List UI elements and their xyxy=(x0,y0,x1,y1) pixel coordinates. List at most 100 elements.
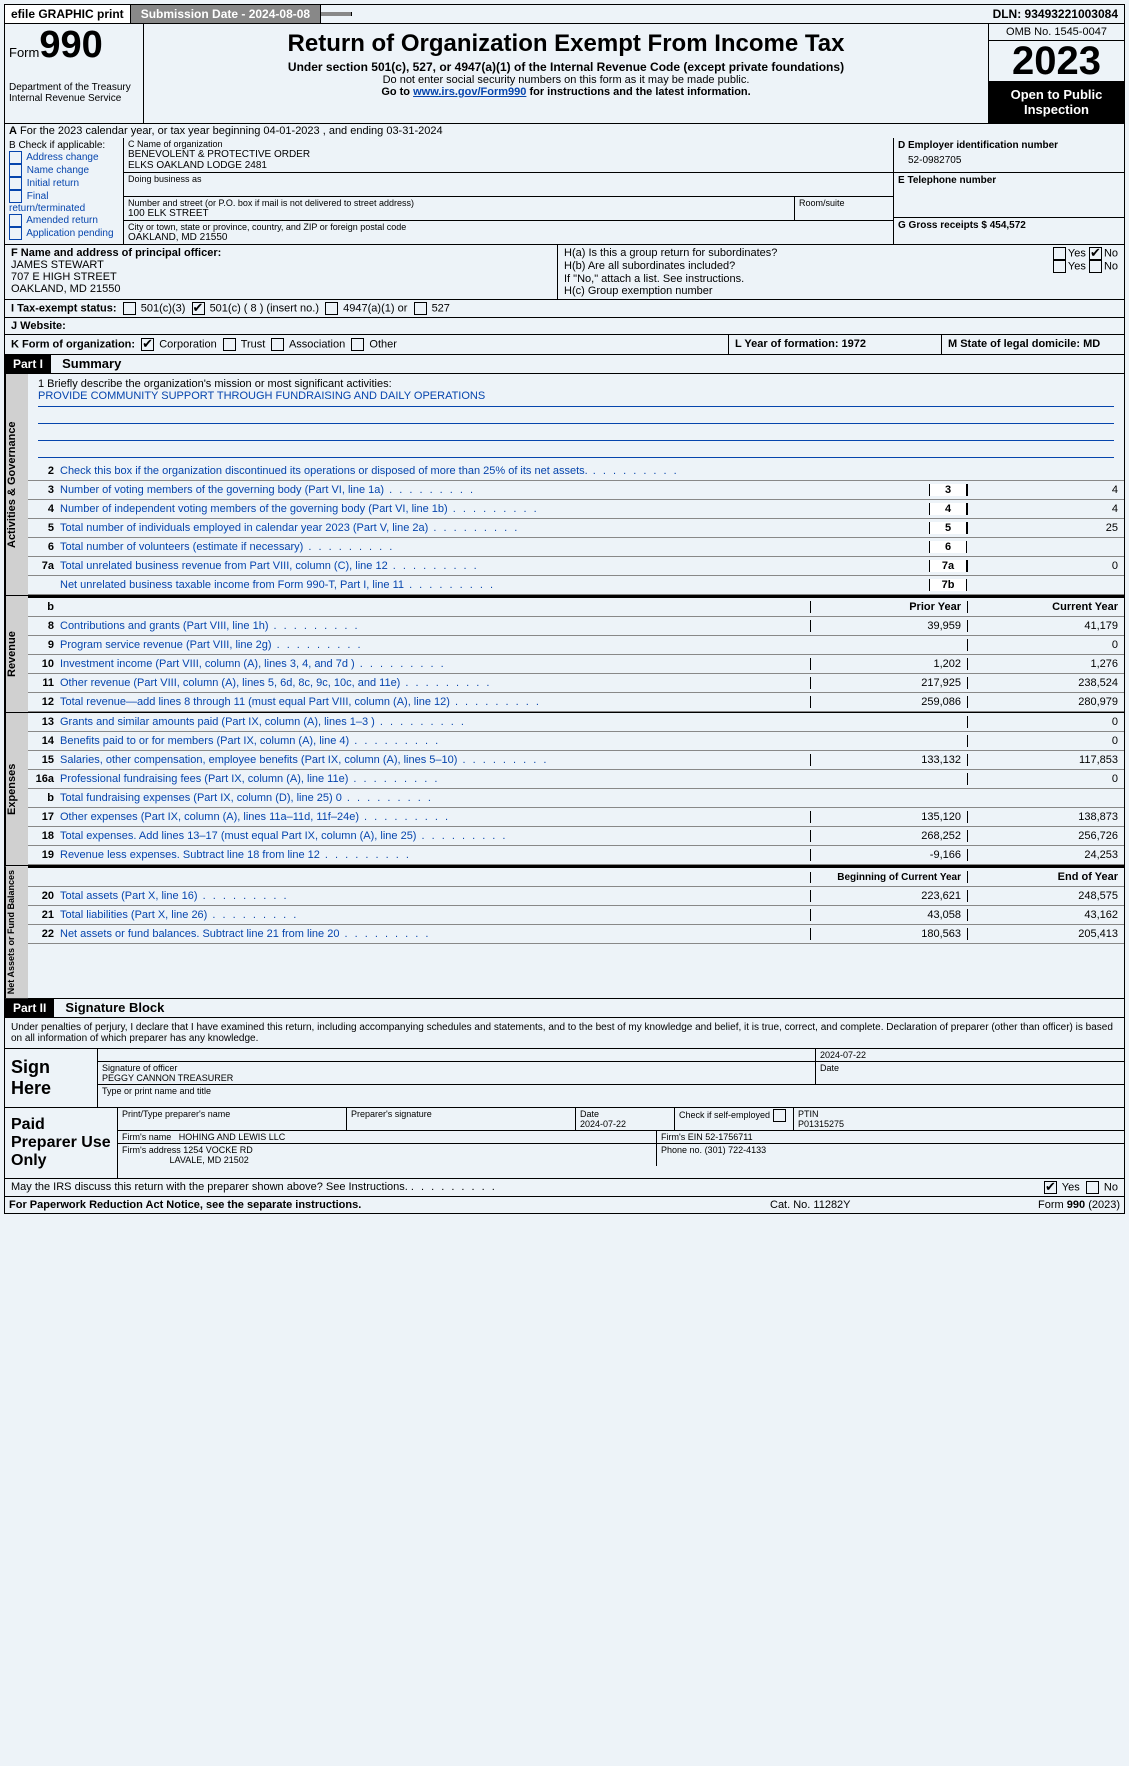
data-line: 18Total expenses. Add lines 13–17 (must … xyxy=(28,827,1124,846)
may-irs-text: May the IRS discuss this return with the… xyxy=(11,1181,408,1193)
cb-corp[interactable] xyxy=(141,338,154,351)
cb-amended[interactable] xyxy=(9,214,22,227)
form-990-page: efile GRAPHIC print Submission Date - 20… xyxy=(4,4,1125,1214)
prep-sig-hdr: Preparer's signature xyxy=(347,1108,576,1130)
hb-no[interactable] xyxy=(1089,260,1102,273)
dept-treasury: Department of the Treasury xyxy=(9,82,139,93)
cb-501c3[interactable] xyxy=(123,302,136,315)
vtab-governance: Activities & Governance xyxy=(5,374,28,595)
prep-name-hdr: Print/Type preparer's name xyxy=(118,1108,347,1130)
data-line: 13Grants and similar amounts paid (Part … xyxy=(28,713,1124,732)
officer-city: OAKLAND, MD 21550 xyxy=(11,283,551,295)
firm-addr2: LAVALE, MD 21502 xyxy=(170,1155,249,1165)
section-governance: Activities & Governance 1 Briefly descri… xyxy=(4,374,1125,596)
firm-name: HOHING AND LEWIS LLC xyxy=(179,1132,286,1142)
may-irs-row: May the IRS discuss this return with the… xyxy=(4,1179,1125,1197)
cb-address-change[interactable] xyxy=(9,151,22,164)
ha-yes[interactable] xyxy=(1053,247,1066,260)
cb-501c[interactable] xyxy=(192,302,205,315)
year-block: OMB No. 1545-0047 2023 Open to Public In… xyxy=(988,24,1124,123)
pra-notice: For Paperwork Reduction Act Notice, see … xyxy=(9,1199,770,1211)
cb-name-change[interactable] xyxy=(9,164,22,177)
cb-self-employed[interactable] xyxy=(773,1109,786,1122)
city-lbl: City or town, state or province, country… xyxy=(128,222,889,232)
lbl-app-pending: Application pending xyxy=(26,228,113,239)
paid-preparer-label: Paid Preparer Use Only xyxy=(5,1108,118,1178)
mission-q: 1 Briefly describe the organization's mi… xyxy=(38,378,1114,390)
lbl-initial-return: Initial return xyxy=(27,178,79,189)
cb-4947[interactable] xyxy=(325,302,338,315)
form-number: 990 xyxy=(39,24,102,66)
sign-here-label: Sign Here xyxy=(5,1049,98,1107)
data-line: 8Contributions and grants (Part VIII, li… xyxy=(28,617,1124,636)
irs-link[interactable]: www.irs.gov/Form990 xyxy=(413,86,526,98)
c-name-lbl: C Name of organization xyxy=(128,139,889,149)
hb-yes[interactable] xyxy=(1053,260,1066,273)
vtab-expenses: Expenses xyxy=(5,713,28,865)
street-val: 100 ELK STREET xyxy=(128,208,790,219)
hb-lbl: H(b) Are all subordinates included? xyxy=(564,260,1053,273)
topbar: efile GRAPHIC print Submission Date - 20… xyxy=(4,4,1125,24)
rev-header: b Prior Year Current Year xyxy=(28,596,1124,617)
section-net-assets: Net Assets or Fund Balances Beginning of… xyxy=(4,866,1125,999)
data-line: 14Benefits paid to or for members (Part … xyxy=(28,732,1124,751)
section-expenses: Expenses 13Grants and similar amounts pa… xyxy=(4,713,1125,866)
ha-no[interactable] xyxy=(1089,247,1102,260)
d-lbl: D Employer identification number xyxy=(898,140,1120,151)
date-lbl: Date xyxy=(816,1062,1124,1084)
cb-initial-return[interactable] xyxy=(9,177,22,190)
g-lbl: G Gross receipts $ 454,572 xyxy=(898,220,1026,231)
gov-line: Net unrelated business taxable income fr… xyxy=(28,576,1124,595)
cb-other[interactable] xyxy=(351,338,364,351)
street-lbl: Number and street (or P.O. box if mail i… xyxy=(128,198,790,208)
bcdeg-grid: B Check if applicable: Address change Na… xyxy=(4,138,1125,245)
rev-py-hdr: Prior Year xyxy=(810,601,967,613)
hb-note: If "No," attach a list. See instructions… xyxy=(564,273,1118,285)
part1-title: Summary xyxy=(54,354,129,373)
part2-tag: Part II xyxy=(5,999,54,1017)
prep-date-hdr: Date xyxy=(580,1109,599,1119)
officer-name: JAMES STEWART xyxy=(11,259,551,271)
fh-row: F Name and address of principal officer:… xyxy=(4,245,1125,300)
may-irs-yes[interactable] xyxy=(1044,1181,1057,1194)
l-year: L Year of formation: 1972 xyxy=(728,335,941,354)
dba-lbl: Doing business as xyxy=(128,174,889,184)
form-id-block: Form990 Department of the Treasury Inter… xyxy=(5,24,144,123)
firm-phone: (301) 722-4133 xyxy=(705,1145,767,1155)
cb-trust[interactable] xyxy=(223,338,236,351)
subtitle: Under section 501(c), 527, or 4947(a)(1)… xyxy=(152,60,980,74)
cb-final-return[interactable] xyxy=(9,190,22,203)
rev-b: b xyxy=(28,601,60,613)
spacer xyxy=(321,12,352,16)
row-j: J Website: xyxy=(4,318,1125,335)
sig-lbl: Signature of officer xyxy=(102,1063,177,1073)
ein-lbl: Firm's EIN xyxy=(661,1132,703,1142)
box-b-title: B Check if applicable: xyxy=(9,140,119,151)
lbl-address-change: Address change xyxy=(26,152,98,163)
org-name-1: BENEVOLENT & PROTECTIVE ORDER xyxy=(128,149,889,160)
data-line: 12Total revenue—add lines 8 through 11 (… xyxy=(28,693,1124,712)
row-i: I Tax-exempt status: 501(c)(3) 501(c) ( … xyxy=(4,300,1125,318)
cb-assoc[interactable] xyxy=(271,338,284,351)
data-line: bTotal fundraising expenses (Part IX, co… xyxy=(28,789,1124,808)
part2-bar: Part II Signature Block xyxy=(4,999,1125,1018)
dln-label: DLN: 93493221003084 xyxy=(987,5,1124,23)
cb-app-pending[interactable] xyxy=(9,227,22,240)
box-b: B Check if applicable: Address change Na… xyxy=(5,138,124,244)
cb-527[interactable] xyxy=(414,302,427,315)
room-lbl: Room/suite xyxy=(799,198,889,208)
hc-lbl: H(c) Group exemption number xyxy=(564,285,1118,297)
part2-title: Signature Block xyxy=(57,998,172,1017)
may-irs-no[interactable] xyxy=(1086,1181,1099,1194)
type-lbl: Type or print name and title xyxy=(98,1085,1124,1097)
sign-here-block: Sign Here 2024-07-22 Signature of office… xyxy=(4,1049,1125,1108)
submission-date-badge: Submission Date - 2024-08-08 xyxy=(131,5,321,23)
box-deg: D Employer identification number52-09827… xyxy=(893,138,1124,244)
i-lbl: I Tax-exempt status: xyxy=(11,302,117,314)
efile-print-button[interactable]: efile GRAPHIC print xyxy=(5,5,131,23)
data-line: 17Other expenses (Part IX, column (A), l… xyxy=(28,808,1124,827)
goto-pre: Go to xyxy=(381,86,413,98)
open-to-public: Open to Public Inspection xyxy=(989,81,1124,123)
net-cy-hdr: End of Year xyxy=(967,871,1124,883)
title-block: Return of Organization Exempt From Incom… xyxy=(144,24,988,123)
